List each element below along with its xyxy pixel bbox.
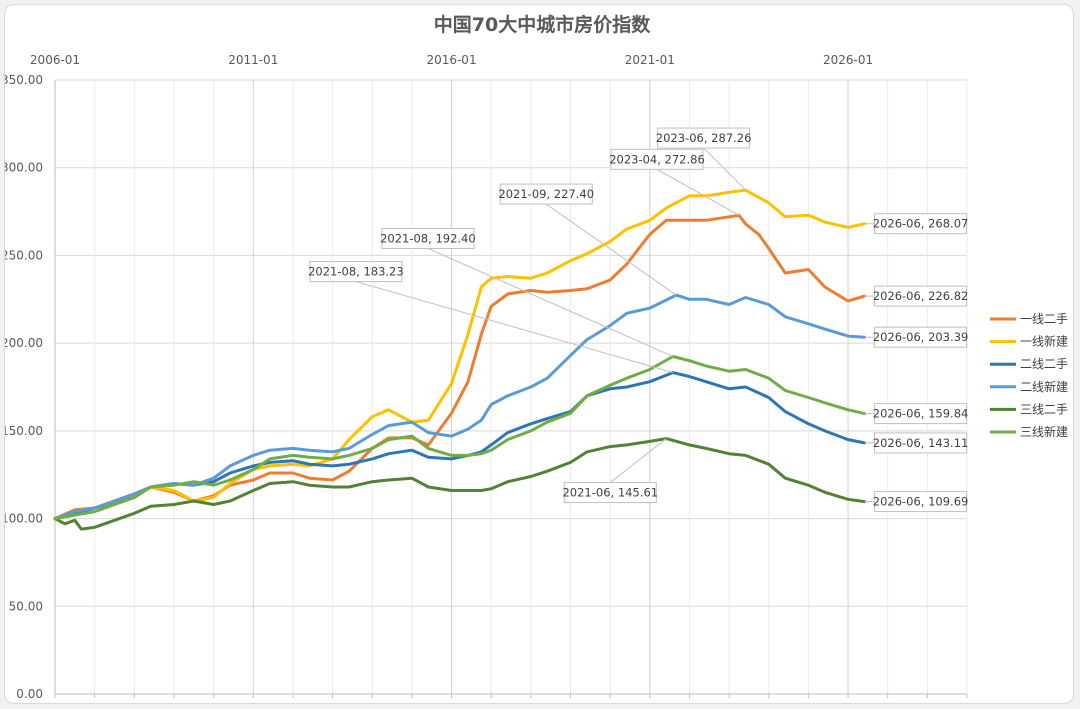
callout-leader-line <box>355 281 674 374</box>
callout-label: 2026-06, 143.11 <box>873 436 969 450</box>
callout-label: 2026-06, 109.69 <box>873 495 969 509</box>
y-tick-label: 300.00 <box>5 161 43 175</box>
callout-box <box>874 432 968 454</box>
callout-leader-line <box>656 168 740 216</box>
legend-label: 一线二手 <box>1020 312 1068 326</box>
series-line <box>53 437 867 531</box>
y-axis-tick-labels: 0.00 50.00 100.00 150.00 200.00 250.00 300.00 3… <box>5 73 43 701</box>
x-tick-label: 2026-01 <box>823 53 873 67</box>
callout-label: 2021-08, 183.23 <box>308 265 404 279</box>
series-lines <box>53 188 867 531</box>
callout-leader-line <box>545 203 677 296</box>
callout-leader-line <box>609 438 667 483</box>
legend-label: 二线二手 <box>1020 357 1068 371</box>
callout-label: 2026-06, 159.84 <box>873 407 969 421</box>
x-tick-label: 2016-01 <box>426 53 476 67</box>
y-tick-label: 150.00 <box>5 424 43 438</box>
callout-box <box>309 261 403 283</box>
legend-label: 一线新建 <box>1020 334 1068 349</box>
x-tick-label: 2011-01 <box>228 53 278 67</box>
line-chart: 中国70大中城市房价指数 0.00 50.00 100.00 150.00 200.00… <box>5 13 1068 701</box>
callout-box <box>874 213 968 235</box>
callout-box <box>874 326 968 348</box>
y-tick-label: 0.00 <box>16 687 43 701</box>
callout-box <box>874 285 968 307</box>
x-tick-label: 2006-01 <box>30 53 80 67</box>
series-line <box>53 355 867 521</box>
callout-label: 2021-06, 145.61 <box>562 486 658 500</box>
annotation-callouts: 2023-06, 287.26 2023-04, 272.86 2021-09, 2… <box>308 127 969 513</box>
x-tick-label: 2021-01 <box>625 53 675 67</box>
y-tick-label: 50.00 <box>9 599 43 613</box>
callout-label: 2023-06, 287.26 <box>656 131 752 145</box>
callout-label: 2026-06, 203.39 <box>873 330 969 344</box>
callout-label: 2021-08, 192.40 <box>380 231 476 245</box>
callout-label: 2021-09, 227.40 <box>498 187 594 201</box>
legend-label: 三线二手 <box>1020 402 1068 416</box>
callout-box <box>381 227 475 249</box>
x-axis-tick-labels: 2006-01 2011-01 2016-01 2021-01 2026-01 <box>30 53 873 67</box>
series-line <box>53 293 867 521</box>
callout-box <box>874 403 968 425</box>
callout-label: 2026-06, 268.07 <box>873 217 969 231</box>
callout-box <box>499 183 593 205</box>
chart-card: 中国70大中城市房价指数 0.00 50.00 100.00 150.00 200.00… <box>4 4 1074 704</box>
y-tick-label: 250.00 <box>5 248 43 262</box>
legend-label: 二线新建 <box>1020 379 1068 394</box>
y-tick-label: 350.00 <box>5 73 43 87</box>
callout-label: 2023-04, 272.86 <box>609 152 705 166</box>
callout-box <box>610 148 704 170</box>
series-line <box>53 213 867 521</box>
chart-title: 中国70大中城市房价指数 <box>434 13 651 36</box>
legend-label: 三线新建 <box>1020 424 1068 439</box>
callout-box <box>563 482 657 504</box>
callout-label: 2026-06, 226.82 <box>873 289 969 303</box>
grid-lines <box>54 79 968 698</box>
y-tick-label: 100.00 <box>5 512 43 526</box>
callout-leader-line <box>703 147 746 191</box>
callout-leader-line <box>427 248 674 357</box>
callout-box <box>657 127 751 149</box>
y-tick-label: 200.00 <box>5 336 43 350</box>
callout-box <box>874 491 968 513</box>
